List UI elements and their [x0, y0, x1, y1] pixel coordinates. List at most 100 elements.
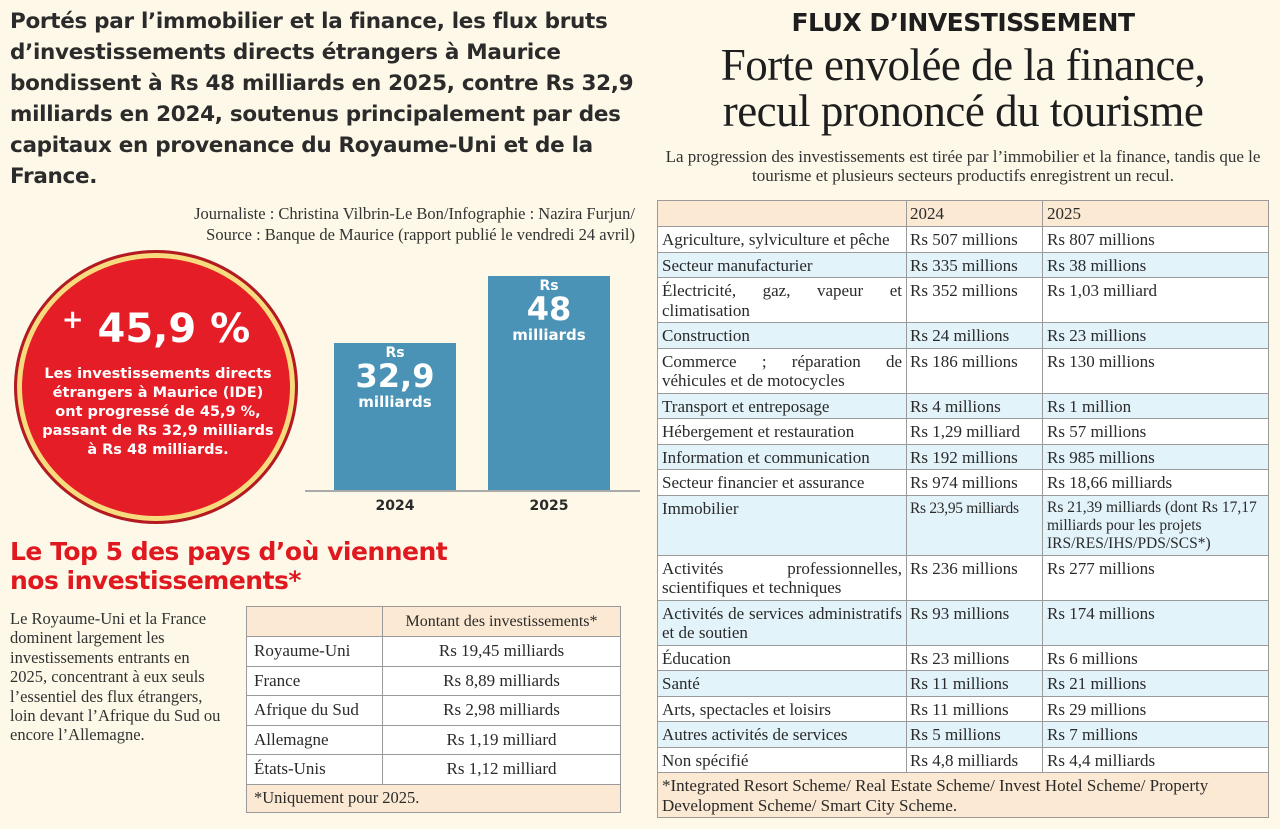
x-tick-label: 2025 [529, 498, 569, 514]
kicker: FLUX D’INVESTISSEMENT [791, 8, 1135, 37]
value-2025-cell: Rs 21 millions [1042, 670, 1269, 697]
value-2024-cell: Rs 507 millions [906, 226, 1043, 253]
amount-cell: Rs 1,19 milliard [382, 724, 621, 755]
sector-cell: Santé [657, 670, 907, 697]
table-header-row: 2024 2025 [657, 200, 1269, 227]
table-footnote-row: *Uniquement pour 2025. [246, 783, 621, 813]
value-2024-cell: Rs 974 millions [906, 469, 1043, 496]
value-2025-cell: Rs 23 millions [1042, 322, 1269, 349]
value-2024-cell: Rs 186 millions [906, 347, 1043, 394]
source-line: Source : Banque de Maurice (rapport publ… [206, 225, 635, 244]
table-row: Secteur manufacturier Rs 335 millions Rs 3… [657, 251, 1269, 278]
sector-cell: Construction [657, 322, 907, 349]
sector-cell: Transport et entreposage [657, 392, 907, 419]
credits: Journaliste : Christina Vilbrin-Le Bon/I… [60, 203, 635, 245]
table-row: Information et communication Rs 192 milli… [657, 443, 1269, 470]
top5-countries-table: Montant des investissements* Royaume-Uni R… [246, 606, 621, 813]
table-row: Agriculture, sylviculture et pêche Rs 507… [657, 226, 1269, 253]
country-cell: États-Unis [246, 754, 383, 785]
value-2025-cell: Rs 277 millions [1042, 554, 1269, 601]
table-header-row: Montant des investissements* [246, 606, 621, 637]
value-2025-cell: Rs 57 millions [1042, 418, 1269, 445]
value-2025-cell: Rs 130 millions [1042, 347, 1269, 394]
sector-cell: Immobilier [657, 494, 907, 556]
value-2025-cell: Rs 38 millions [1042, 251, 1269, 278]
value-2024-cell: Rs 11 millions [906, 670, 1043, 697]
table-row: Afrique du Sud Rs 2,98 milliards [246, 695, 621, 726]
sector-cell: Autres activités de services [657, 721, 907, 748]
value-2024-cell: Rs 24 millions [906, 322, 1043, 349]
value-2024-cell: Rs 23 millions [906, 644, 1043, 671]
value-2025-cell: Rs 1 million [1042, 392, 1269, 419]
sector-cell: Activités de services administratifs et … [657, 599, 907, 646]
value-2025-cell: Rs 1,03 milliard [1042, 277, 1269, 323]
table-footnote-row: *Integrated Resort Scheme/ Real Estate S… [657, 772, 1269, 818]
sector-cell: Agriculture, sylviculture et pêche [657, 226, 907, 253]
sector-cell: Activités professionnelles, scientifique… [657, 554, 907, 601]
table-row: Secteur financier et assurance Rs 974 mil… [657, 469, 1269, 496]
amount-cell: Rs 1,12 milliard [382, 754, 621, 785]
bar-label-prefix: Rs [539, 278, 559, 294]
table-row: Allemagne Rs 1,19 milliard [246, 724, 621, 755]
fdi-bar-chart: Rs 32,9 milliards 2024 Rs 48 milliards 2025 [300, 260, 640, 520]
table-row: États-Unis Rs 1,12 milliard [246, 754, 621, 785]
amount-cell: Rs 2,98 milliards [382, 695, 621, 726]
header-cell [246, 606, 383, 637]
bar-2025: Rs 48 milliards [488, 276, 610, 490]
lede-paragraph: Portés par l’immobilier et la finance, l… [10, 9, 634, 189]
table-row: Électricité, gaz, vapeur et climatisatio… [657, 277, 1269, 323]
value-2024-cell: Rs 4 millions [906, 392, 1043, 419]
header-cell [657, 200, 907, 227]
amount-cell: Rs 19,45 milliards [382, 636, 621, 667]
table-row: Construction Rs 24 millions Rs 23 millions [657, 322, 1269, 349]
headline: Forte envolée de la finance, recul prono… [657, 42, 1269, 134]
table-row: Non spécifié Rs 4,8 milliards Rs 4,4 milli… [657, 746, 1269, 773]
standfirst: La progression des investissements est t… [665, 147, 1261, 185]
value-2025-cell: Rs 6 millions [1042, 644, 1269, 671]
value-2025-cell: Rs 174 millions [1042, 599, 1269, 646]
sector-cell: Hébergement et restauration [657, 418, 907, 445]
table-row: Activités de services administratifs et … [657, 599, 1269, 646]
bar-label-value: 48 [526, 290, 572, 328]
value-2024-cell: Rs 23,95 milliards [906, 494, 1043, 556]
growth-percentage: + 45,9 % [17, 305, 295, 352]
sector-cell: Secteur financier et assurance [657, 469, 907, 496]
sector-cell: Information et communication [657, 443, 907, 470]
value-2024-cell: Rs 4,8 milliards [906, 746, 1043, 773]
x-axis [305, 490, 640, 492]
value-2024-cell: Rs 192 millions [906, 443, 1043, 470]
value-2024-cell: Rs 93 millions [906, 599, 1043, 646]
headline-line: recul prononcé du tourisme [722, 86, 1204, 136]
table-row: Autres activités de services Rs 5 million… [657, 721, 1269, 748]
x-tick-label: 2024 [375, 498, 415, 514]
headline-line: Forte envolée de la finance, [720, 40, 1206, 90]
growth-value: 45,9 % [97, 306, 251, 352]
value-2024-cell: Rs 5 millions [906, 721, 1043, 748]
sector-cell: Électricité, gaz, vapeur et climatisatio… [657, 277, 907, 323]
sector-cell: Arts, spectacles et loisirs [657, 695, 907, 722]
footnote-cell: *Integrated Resort Scheme/ Real Estate S… [657, 772, 1269, 818]
value-2025-cell: Rs 985 millions [1042, 443, 1269, 470]
country-cell: France [246, 665, 383, 696]
table-row: Santé Rs 11 millions Rs 21 millions [657, 670, 1269, 697]
growth-description: Les investissements directs étrangers à … [42, 366, 274, 458]
value-2025-cell: Rs 18,66 milliards [1042, 469, 1269, 496]
value-2024-cell: Rs 11 millions [906, 695, 1043, 722]
country-cell: Allemagne [246, 724, 383, 755]
value-2024-cell: Rs 335 millions [906, 251, 1043, 278]
sector-cell: Secteur manufacturier [657, 251, 907, 278]
sector-table: 2024 2025 Agriculture, sylviculture et pêc… [657, 200, 1269, 818]
country-cell: Royaume-Uni [246, 636, 383, 667]
bar-label-prefix: Rs [385, 345, 405, 362]
growth-highlight-circle: + 45,9 % Les investissements directs étr… [14, 250, 298, 524]
plus-sign: + [61, 305, 84, 335]
sector-cell: Commerce ; réparation de véhicules et de… [657, 347, 907, 394]
footnote-cell: *Uniquement pour 2025. [246, 783, 621, 813]
table-row: Commerce ; réparation de véhicules et de… [657, 347, 1269, 394]
value-2025-cell: Rs 807 millions [1042, 226, 1269, 253]
value-2025-cell: Rs 4,4 milliards [1042, 746, 1269, 773]
value-2025-cell: Rs 21,39 milliards (dont Rs 17,17 millia… [1042, 494, 1269, 556]
value-2024-cell: Rs 236 millions [906, 554, 1043, 601]
bar-label-unit: milliards [358, 393, 432, 412]
table-row: Arts, spectacles et loisirs Rs 11 million… [657, 695, 1269, 722]
